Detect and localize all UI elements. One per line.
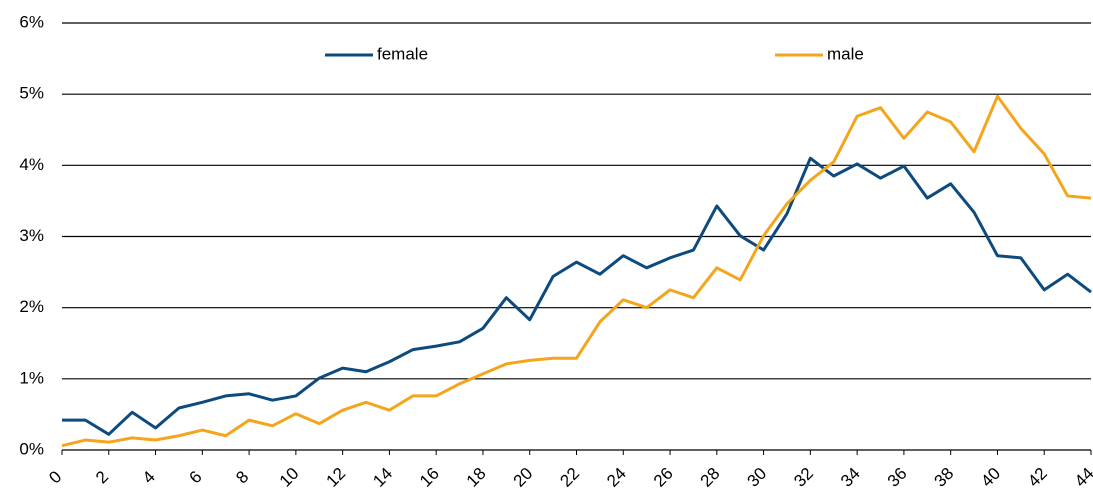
x-tick-label: 34 xyxy=(837,464,864,491)
x-tick-label: 36 xyxy=(884,464,911,491)
x-tick-label: 44 xyxy=(1071,464,1093,491)
x-tick-label: 30 xyxy=(743,464,770,491)
x-tick-label: 20 xyxy=(510,464,537,491)
x-tick-label: 32 xyxy=(790,464,817,491)
x-tick-label: 40 xyxy=(977,464,1004,491)
x-tick-label: 16 xyxy=(416,464,443,491)
x-tick-label: 0 xyxy=(45,467,65,487)
x-tick-label: 12 xyxy=(323,464,350,491)
y-tick-label: 1% xyxy=(19,368,44,387)
x-tick-label: 6 xyxy=(186,467,206,487)
y-tick-label: 5% xyxy=(19,84,44,103)
x-tick-label: 38 xyxy=(931,464,958,491)
x-tick-label: 22 xyxy=(556,464,583,491)
x-tick-label: 24 xyxy=(603,464,630,491)
y-tick-label: 2% xyxy=(19,297,44,316)
x-tick-label: 18 xyxy=(463,464,490,491)
y-tick-label: 3% xyxy=(19,226,44,245)
x-tick-label: 4 xyxy=(139,467,159,487)
y-tick-label: 0% xyxy=(19,439,44,458)
legend-label: female xyxy=(377,44,428,63)
x-tick-label: 10 xyxy=(276,464,303,491)
y-tick-label: 4% xyxy=(19,155,44,174)
data-line xyxy=(61,94,1092,448)
x-tick-label: 28 xyxy=(697,464,724,491)
x-tick-label: 14 xyxy=(369,464,396,491)
x-tick-label: 8 xyxy=(232,467,252,487)
x-tick-label: 2 xyxy=(92,467,112,487)
legend-label: male xyxy=(827,44,864,63)
data-line xyxy=(62,156,1092,436)
x-tick-label: 26 xyxy=(650,464,677,491)
y-tick-label: 6% xyxy=(19,12,44,31)
x-tick-label: 42 xyxy=(1024,464,1051,491)
